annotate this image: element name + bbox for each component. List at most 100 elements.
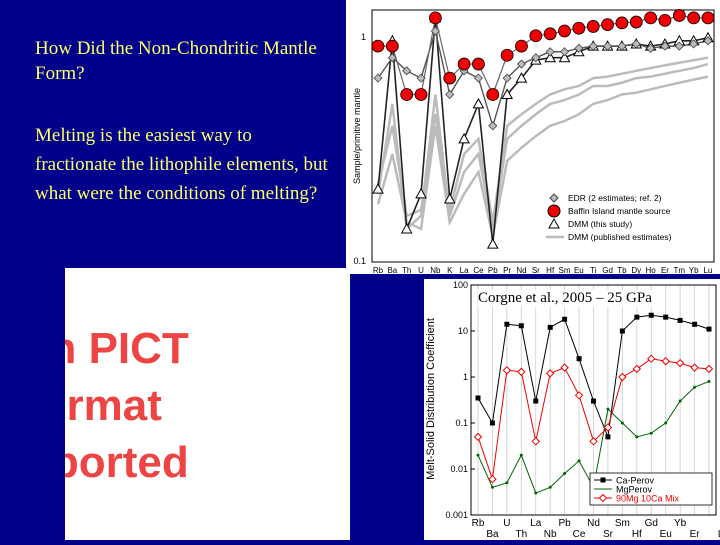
- mg-perov-point: [606, 407, 610, 411]
- edr-point: [689, 39, 699, 49]
- pict-placeholder-text: sh PICT format pported: [65, 324, 189, 487]
- x-tick-label: Lu: [704, 266, 713, 274]
- mix-point: [603, 423, 613, 432]
- edr-point: [516, 59, 527, 69]
- mix-point: [690, 363, 699, 372]
- x-tick-label: Lu: [718, 529, 720, 540]
- ca-perov-point: [518, 323, 524, 329]
- edr-point: [416, 73, 426, 83]
- ca-perov-point: [605, 434, 611, 440]
- dmm-point: [486, 238, 499, 249]
- x-tick-label: Eu: [574, 266, 584, 274]
- legend-entry: MgPerov: [616, 485, 653, 495]
- mg-perov-point: [664, 421, 668, 425]
- legend-symbol-mix-marker: [598, 493, 608, 503]
- mix-point: [589, 437, 598, 446]
- x-tick-label: Ce: [473, 266, 484, 274]
- mg-perov-point: [534, 491, 538, 495]
- edr-point: [559, 47, 570, 57]
- dmm-point: [443, 192, 456, 204]
- mix-point: [545, 369, 555, 378]
- distribution-coefficient-chart-svg: 100 10 1 0.1 0.01 0.001 Melt-Solid Distributio…: [425, 280, 720, 540]
- y-tick-label: 0.001: [445, 510, 468, 520]
- mix-point: [473, 432, 483, 442]
- baffin-point: [586, 20, 600, 33]
- baffin-point: [457, 57, 471, 71]
- x-tick-label: Er: [690, 529, 701, 540]
- baffin-point: [400, 88, 414, 101]
- x-tick-label: Rb: [472, 518, 485, 529]
- edr-point: [545, 47, 555, 57]
- legend-symbol-dmm: [548, 217, 560, 229]
- baffin-point: [515, 39, 528, 53]
- y-tick-label: 100: [453, 280, 468, 290]
- primitive-mantle-chart-svg: 1 0.1 Sample/primitive mantle Rb Ba Th U Nb K La C…: [352, 9, 715, 275]
- legend-entry: Ca-Perov: [616, 476, 655, 486]
- edr-point: [674, 41, 684, 51]
- dmm-point: [515, 72, 528, 83]
- mix-point: [618, 372, 627, 382]
- x-tick-label: Ba: [486, 529, 499, 540]
- y-tick-label: 10: [458, 326, 468, 336]
- edr-point: [502, 73, 512, 83]
- y-axis-label: Melt-Solid Distribution Coefficient: [425, 318, 437, 480]
- x-tick-label: Sr: [603, 529, 614, 540]
- x-tick-label: Ti: [590, 266, 597, 274]
- baffin-point: [558, 24, 571, 38]
- x-tick-label: Nd: [587, 518, 600, 529]
- x-tick-label: Rb: [373, 266, 384, 274]
- mix-point: [502, 366, 512, 375]
- mg-perov-point: [519, 453, 523, 457]
- ca-perov-point: [562, 316, 568, 322]
- x-tick-label: Gd: [645, 518, 658, 529]
- ca-perov-point: [692, 321, 698, 327]
- x-tick-label: Sr: [532, 266, 540, 274]
- mix-point: [661, 357, 670, 366]
- ca-perov-point: [533, 398, 539, 404]
- ca-perov-point: [504, 321, 510, 327]
- dmm-published-line: [376, 62, 709, 232]
- baffin-point: [644, 11, 658, 25]
- mg-perov-point: [548, 485, 552, 489]
- edr-point: [602, 41, 613, 51]
- legend-entry: EDR (2 estimates; ref. 2): [568, 193, 662, 203]
- mix-point: [517, 367, 526, 376]
- x-tick-label: U: [418, 266, 424, 274]
- baffin-point: [529, 29, 543, 43]
- edr-point: [430, 26, 440, 36]
- baffin-point: [500, 48, 514, 62]
- y-axis-label: Sample/primitive mantle: [352, 88, 362, 184]
- x-tick-label: Th: [402, 266, 411, 274]
- baffin-point: [428, 11, 442, 25]
- baffin-point: [701, 11, 715, 25]
- x-tick-label: Tb: [617, 266, 627, 274]
- baffin-point: [572, 21, 586, 35]
- edr-point: [488, 121, 498, 131]
- x-tick-label: Nd: [516, 266, 526, 274]
- x-tick-label: U: [503, 518, 510, 529]
- x-tick-label: Tm: [674, 266, 686, 274]
- mg-perov-point: [476, 453, 480, 457]
- dmm-point: [558, 51, 571, 63]
- mix-point: [531, 437, 540, 446]
- legend-box: [540, 190, 700, 246]
- edr-point: [373, 73, 383, 83]
- x-tick-label: Gd: [602, 266, 613, 274]
- ca-perov-point: [489, 420, 495, 426]
- baffin-point: [443, 71, 457, 85]
- x-tick-label: La: [460, 266, 469, 274]
- x-tick-label: Ba: [387, 266, 397, 274]
- mg-perov-point: [707, 379, 711, 383]
- slide-body-text: Melting is the easiest way to fractionat…: [35, 125, 328, 204]
- legend-symbol-edr: [549, 193, 559, 203]
- mg-perov-point: [490, 485, 494, 489]
- baffin-point: [414, 88, 428, 101]
- legend-symbol-ca-perov-marker: [600, 477, 606, 483]
- legend-symbol-baffin: [547, 204, 561, 218]
- x-tick-label: La: [530, 518, 542, 529]
- y-tick-label: 0.1: [353, 256, 366, 266]
- citation-text: Corgne et al., 2005 – 25 GPa: [478, 290, 652, 307]
- x-tick-label: Er: [661, 266, 669, 274]
- mix-point: [488, 474, 497, 484]
- mg-perov-point: [577, 459, 581, 463]
